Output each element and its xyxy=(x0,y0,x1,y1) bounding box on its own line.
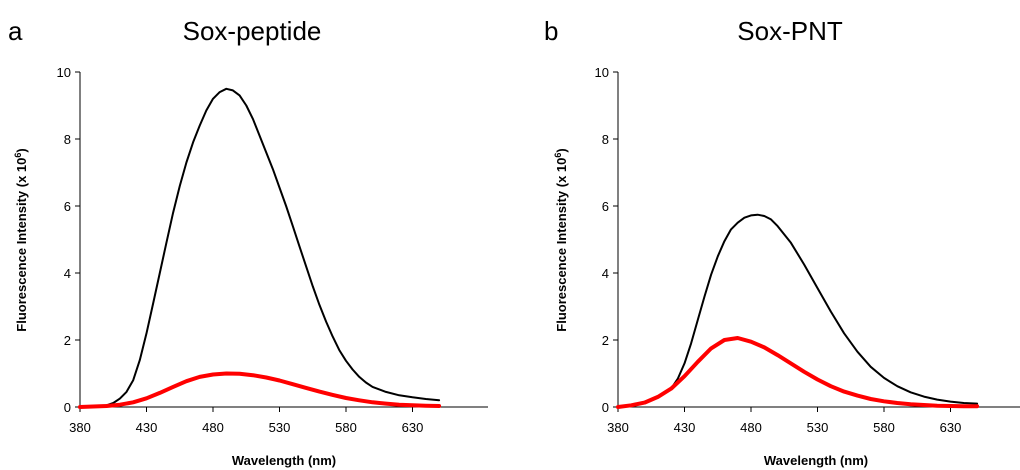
x-axis-label: Wavelength (nm) xyxy=(764,453,868,468)
series-line-black xyxy=(79,87,441,408)
series-group xyxy=(616,213,980,409)
y-tick-label: 0 xyxy=(64,400,71,415)
y-axis-label-superscript: 6 xyxy=(553,153,563,158)
x-tick-label: 530 xyxy=(269,420,291,435)
x-tick-label: 480 xyxy=(740,420,762,435)
x-tick-label: 480 xyxy=(202,420,224,435)
x-axis-label: Wavelength (nm) xyxy=(232,453,336,468)
x-tick-label: 630 xyxy=(940,420,962,435)
y-tick-label: 6 xyxy=(64,199,71,214)
y-tick-label: 8 xyxy=(64,132,71,147)
y-axis-label-tail: ) xyxy=(14,148,29,152)
y-axis-label-tail: ) xyxy=(554,148,569,152)
y-axis-label-superscript: 6 xyxy=(13,153,23,158)
y-tick-label: 6 xyxy=(602,199,609,214)
ticks: 0 2 4 6 8 10 380 430 480 530 580 630 xyxy=(57,65,424,435)
x-tick-label: 630 xyxy=(402,420,424,435)
panel-label: a xyxy=(8,16,23,46)
y-tick-label: 2 xyxy=(64,333,71,348)
series-line-black xyxy=(617,213,979,408)
y-axis-label: Fluorescence Intensity (x 106) xyxy=(13,148,29,331)
chart-title: Sox-PNT xyxy=(737,16,843,46)
y-tick-label: 8 xyxy=(602,132,609,147)
chart-title: Sox-peptide xyxy=(183,16,322,46)
x-tick-label: 580 xyxy=(873,420,895,435)
y-tick-label: 2 xyxy=(602,333,609,348)
y-tick-label: 4 xyxy=(602,266,609,281)
x-tick-label: 430 xyxy=(674,420,696,435)
ticks: 0 2 4 6 8 10 380 430 480 530 580 630 xyxy=(595,65,962,435)
y-axis-label: Fluorescence Intensity (x 106) xyxy=(553,148,569,331)
series-line-red xyxy=(616,336,980,409)
y-axis-label-main: Fluorescence Intensity (x 10 xyxy=(554,158,569,332)
x-tick-label: 580 xyxy=(335,420,357,435)
panel-label: b xyxy=(544,16,558,46)
series-line-red xyxy=(78,371,442,409)
y-tick-label: 10 xyxy=(595,65,609,80)
axes xyxy=(617,72,1020,408)
x-tick-label: 430 xyxy=(136,420,158,435)
y-tick-label: 10 xyxy=(57,65,71,80)
x-tick-label: 380 xyxy=(607,420,629,435)
x-tick-label: 380 xyxy=(69,420,91,435)
y-axis-label-main: Fluorescence Intensity (x 10 xyxy=(14,158,29,332)
x-tick-label: 530 xyxy=(807,420,829,435)
y-tick-label: 4 xyxy=(64,266,71,281)
series-group xyxy=(78,87,442,409)
panel-b: b Sox-PNT 0 2 4 6 8 10 380 430 480 530 580 630 Wave… xyxy=(544,16,1020,468)
y-tick-label: 0 xyxy=(602,400,609,415)
